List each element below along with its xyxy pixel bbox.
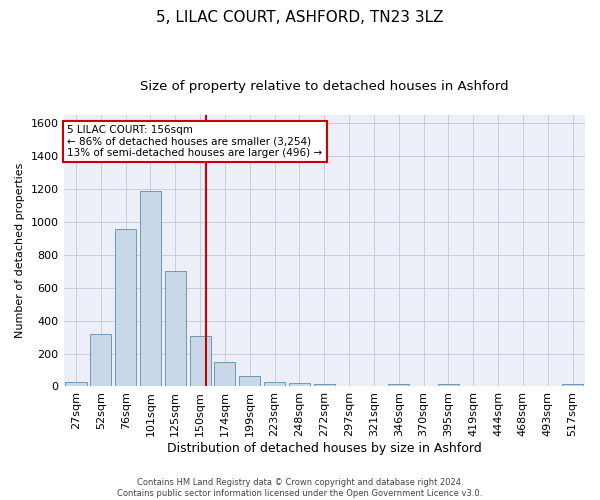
Bar bbox=[90, 334, 112, 386]
Bar bbox=[65, 382, 86, 386]
X-axis label: Distribution of detached houses by size in Ashford: Distribution of detached houses by size … bbox=[167, 442, 482, 455]
Bar bbox=[388, 384, 409, 386]
Title: Size of property relative to detached houses in Ashford: Size of property relative to detached ho… bbox=[140, 80, 509, 93]
Bar bbox=[190, 336, 211, 386]
Bar bbox=[239, 376, 260, 386]
Bar bbox=[314, 384, 335, 386]
Y-axis label: Number of detached properties: Number of detached properties bbox=[15, 163, 25, 338]
Bar bbox=[140, 190, 161, 386]
Text: 5, LILAC COURT, ASHFORD, TN23 3LZ: 5, LILAC COURT, ASHFORD, TN23 3LZ bbox=[156, 10, 444, 25]
Bar bbox=[289, 383, 310, 386]
Text: 5 LILAC COURT: 156sqm
← 86% of detached houses are smaller (3,254)
13% of semi-d: 5 LILAC COURT: 156sqm ← 86% of detached … bbox=[67, 125, 322, 158]
Bar bbox=[214, 362, 235, 386]
Bar bbox=[562, 384, 583, 386]
Bar bbox=[165, 272, 186, 386]
Bar bbox=[115, 228, 136, 386]
Bar bbox=[264, 382, 285, 386]
Bar bbox=[438, 384, 459, 386]
Text: Contains HM Land Registry data © Crown copyright and database right 2024.
Contai: Contains HM Land Registry data © Crown c… bbox=[118, 478, 482, 498]
